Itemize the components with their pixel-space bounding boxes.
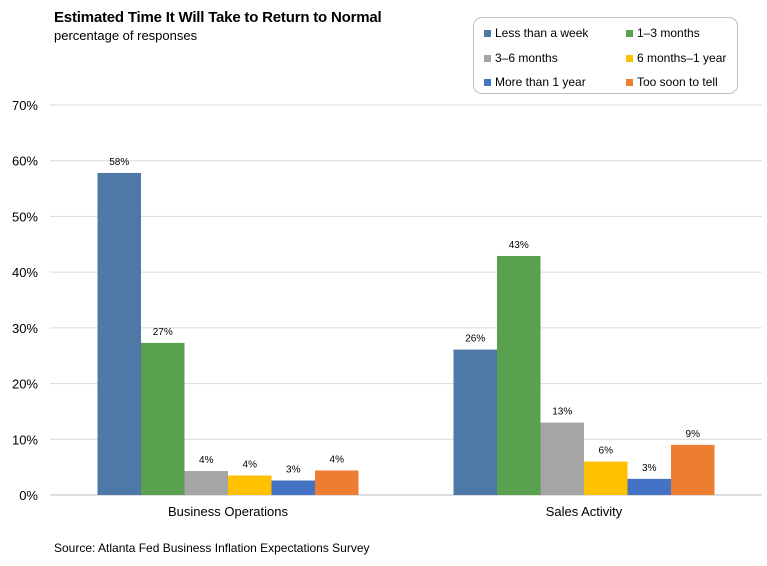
bar <box>271 480 315 495</box>
data-label: 9% <box>686 429 701 440</box>
data-label: 27% <box>153 327 173 338</box>
legend: Less than a week 1–3 months 3–6 months 6 mo… <box>473 17 738 94</box>
bar <box>497 255 541 495</box>
legend-label: 6 months–1 year <box>637 51 727 65</box>
y-tick-label: 40% <box>12 265 38 280</box>
bar <box>540 422 584 495</box>
data-label: 4% <box>199 455 214 466</box>
bar <box>184 471 228 495</box>
bar <box>97 172 141 495</box>
legend-swatch <box>626 54 633 62</box>
data-label: 13% <box>552 407 572 418</box>
y-tick-label: 30% <box>12 321 38 336</box>
legend-label: 3–6 months <box>495 51 558 65</box>
data-label: 43% <box>509 240 529 251</box>
bar <box>228 475 272 495</box>
data-label: 58% <box>109 157 129 168</box>
legend-label: Less than a week <box>495 26 589 40</box>
y-tick-label: 50% <box>12 209 38 224</box>
y-tick-label: 70% <box>12 98 38 113</box>
y-tick-label: 0% <box>19 488 38 503</box>
bar <box>315 470 359 495</box>
x-category-label: Business Operations <box>168 504 288 519</box>
bar <box>453 349 497 495</box>
chart-subtitle: percentage of responses <box>54 28 198 43</box>
data-label: 6% <box>599 446 614 457</box>
source-note: Source: Atlanta Fed Business Inflation E… <box>54 541 370 555</box>
x-category-label: Sales Activity <box>546 504 623 519</box>
bar <box>584 461 628 495</box>
data-label: 3% <box>642 463 657 474</box>
data-label: 4% <box>243 460 258 471</box>
legend-item: More than 1 year <box>484 75 586 89</box>
bar <box>141 342 185 495</box>
legend-swatch <box>484 54 491 62</box>
y-tick-label: 20% <box>12 377 38 392</box>
data-label: 3% <box>286 465 301 476</box>
data-label: 26% <box>465 334 485 345</box>
chart-title: Estimated Time It Will Take to Return to… <box>54 9 382 26</box>
bar <box>671 444 715 495</box>
data-label: 4% <box>330 454 345 465</box>
legend-swatch <box>484 78 491 86</box>
legend-item: Less than a week <box>484 26 588 40</box>
y-tick-label: 10% <box>12 432 38 447</box>
legend-swatch <box>626 78 633 86</box>
legend-item: 3–6 months <box>484 51 558 65</box>
bar <box>627 478 671 495</box>
legend-label: 1–3 months <box>637 26 700 40</box>
legend-swatch <box>484 29 491 37</box>
legend-label: More than 1 year <box>495 75 586 89</box>
legend-item: Too soon to tell <box>626 75 718 89</box>
legend-swatch <box>626 29 633 37</box>
legend-item: 6 months–1 year <box>626 51 726 65</box>
legend-label: Too soon to tell <box>637 75 718 89</box>
legend-item: 1–3 months <box>626 26 700 40</box>
y-tick-label: 60% <box>12 154 38 169</box>
